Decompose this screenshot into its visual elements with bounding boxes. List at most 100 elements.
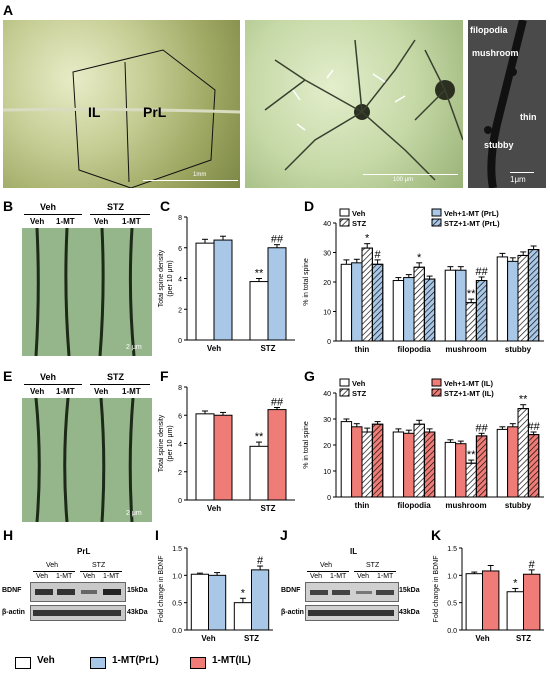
treatment-label: 1-MT — [56, 387, 75, 396]
bar-hatch — [371, 263, 384, 342]
scale-bar-label: 1μm — [510, 175, 526, 184]
protein-label: BDNF — [2, 587, 22, 594]
kda-label: 15kDa — [127, 587, 148, 594]
legend-swatch — [339, 378, 350, 387]
treatment-label: Veh — [94, 217, 109, 226]
legend-label: STZ+1-MT (PrL) — [444, 219, 500, 228]
bar — [340, 263, 353, 342]
dendrite-image: 2 μm — [22, 397, 152, 523]
panel-label-f: F — [160, 368, 169, 384]
chart-i: 0.0 0.5 1.0 1.5 Fold change in BDNF Veh * # STZ — [158, 546, 273, 643]
legend-swatch — [339, 208, 350, 217]
blot-group: Veh — [320, 562, 333, 569]
y-tick-label: 0 — [178, 338, 182, 345]
bar-hatch — [371, 423, 384, 498]
x-tick-label: mushroom — [445, 345, 486, 354]
significance-marker: ## — [271, 396, 284, 408]
lane-label: Veh — [36, 573, 49, 580]
bar — [233, 602, 253, 631]
bar — [267, 247, 287, 341]
y-tick-label: 4 — [178, 442, 182, 449]
legend-label-il: 1-MT(IL) — [212, 655, 251, 666]
panel-label-b: B — [3, 198, 14, 214]
group-label: STZ — [107, 372, 124, 382]
significance-marker: * — [365, 233, 370, 245]
significance-marker: * — [241, 587, 246, 599]
x-tick-label: filopodia — [397, 501, 431, 510]
significance-marker: ** — [519, 394, 528, 406]
y-tick-label: 8 — [178, 385, 182, 392]
x-tick-label: Veh — [207, 504, 221, 513]
significance-marker: ## — [475, 422, 488, 434]
y-axis-label: (per 10 μm) — [167, 425, 174, 461]
blot-band-bdnf — [305, 582, 399, 602]
blot-band-actin — [305, 605, 399, 621]
legend-label: Veh — [352, 379, 366, 388]
western-blot-j: IL Veh STZ Veh 1-MT Veh 1-MT BDNF β-acti… — [280, 545, 428, 625]
panel-label-i: I — [155, 527, 159, 543]
x-tick-label: STZ — [244, 634, 259, 643]
y-axis-label: Total spine density — [158, 414, 165, 472]
treatment-label: 1-MT — [122, 217, 141, 226]
region-outline — [3, 49, 240, 188]
y-axis-label: Total spine density — [158, 249, 165, 307]
x-tick-label: stubby — [505, 501, 532, 510]
bar — [213, 414, 233, 501]
y-tick-label: 1.5 — [447, 546, 457, 553]
panel-label-a: A — [3, 2, 14, 18]
bar-hatch — [413, 423, 425, 498]
treatment-label: Veh — [30, 217, 45, 226]
protein-label: BDNF — [281, 587, 301, 594]
region-label-prl: PrL — [143, 104, 167, 120]
bar — [482, 570, 500, 631]
lane-label: Veh — [357, 573, 370, 580]
chart-c: 0 2 4 6 8 Total spine density (per 10 μm) Veh **… — [158, 215, 295, 353]
bar — [403, 277, 415, 342]
bar — [195, 413, 215, 501]
spine-label-stubby: stubby — [484, 140, 514, 150]
lane-label: Veh — [83, 573, 96, 580]
bar-hatch — [423, 431, 436, 498]
legend-swatch — [431, 208, 442, 217]
micrograph-low-mag: IL PrL 1mm — [3, 20, 240, 188]
micrograph-spines: filopodia mushroom thin stubby 1μm — [468, 20, 546, 188]
legend-label: Veh — [352, 209, 366, 218]
y-tick-label: 40 — [323, 391, 331, 398]
x-tick-label: Veh — [201, 634, 215, 643]
chart-g: 0 10 20 30 40 % in total spine thin filopodia **… — [303, 378, 544, 510]
bar — [523, 573, 541, 631]
dendrite-panel-b: Veh STZ Veh 1-MT Veh 1-MT 2 μm — [22, 200, 152, 360]
bar — [496, 428, 509, 498]
bar — [351, 262, 363, 342]
y-tick-label: 6 — [178, 413, 182, 420]
spine-drawing — [484, 20, 527, 188]
y-tick-label: 1.5 — [172, 546, 182, 553]
micrograph-neurons: 100 μm — [245, 20, 463, 188]
significance-marker: ## — [527, 421, 540, 433]
lane-label: 1-MT — [330, 573, 347, 580]
legend-swatch-il — [190, 657, 206, 669]
treatment-label: 1-MT — [122, 387, 141, 396]
y-tick-label: 0.0 — [172, 628, 182, 635]
bar — [455, 443, 467, 498]
blot-band-bdnf — [30, 582, 126, 602]
significance-marker: # — [257, 555, 264, 567]
panel-label-d: D — [304, 198, 315, 214]
bar — [507, 426, 519, 498]
y-tick-label: 8 — [178, 215, 182, 222]
panel-label-h: H — [3, 527, 14, 543]
bar-hatch — [527, 249, 540, 342]
y-tick-label: 4 — [178, 277, 182, 284]
scale-bar — [510, 172, 534, 173]
panel-label-e: E — [3, 368, 13, 384]
blot-region: PrL — [77, 547, 91, 556]
lane-label: Veh — [310, 573, 323, 580]
y-tick-label: 1.0 — [447, 573, 457, 580]
y-tick-label: 20 — [323, 280, 331, 287]
y-tick-label: 0.0 — [447, 628, 457, 635]
bar — [251, 569, 270, 631]
group-label: STZ — [107, 202, 124, 212]
y-tick-label: 20 — [323, 443, 331, 450]
bar — [249, 445, 269, 501]
legend-label: Veh+1-MT (PrL) — [444, 209, 499, 218]
